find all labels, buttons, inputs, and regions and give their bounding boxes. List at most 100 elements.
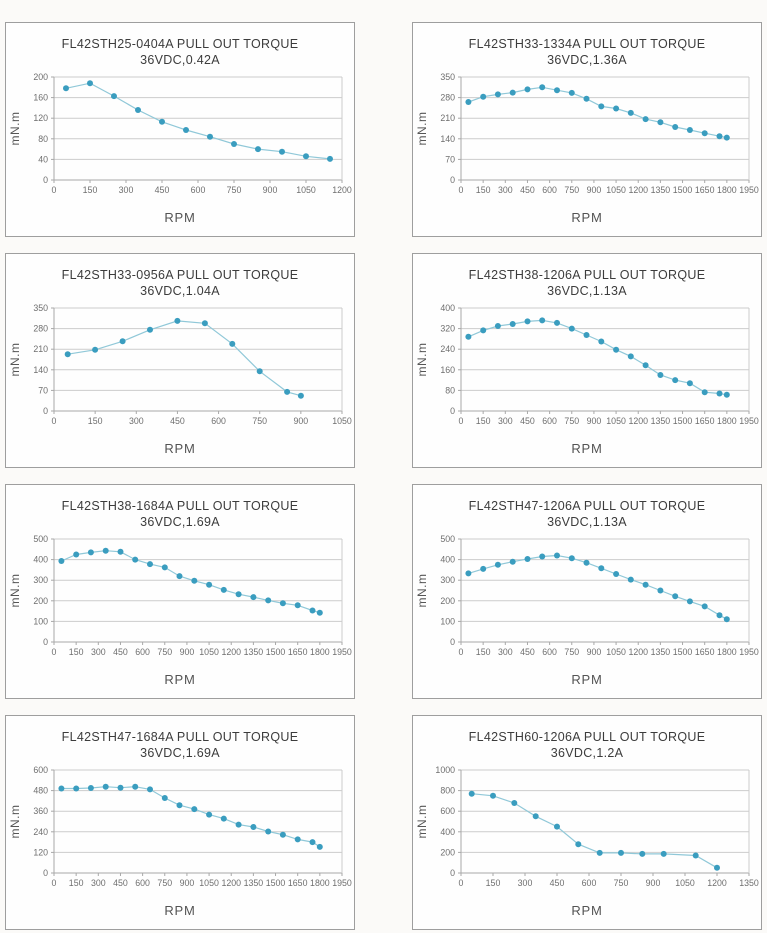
y-tick-label: 100 (440, 616, 455, 626)
x-tick-label: 900 (294, 416, 309, 426)
x-tick-label: 450 (113, 878, 128, 888)
data-point-marker (63, 85, 69, 92)
data-point-marker (613, 105, 620, 112)
chart-subtitle: 36VDC,1.2A (550, 746, 624, 760)
x-tick-label: 1050 (199, 647, 219, 657)
data-point-marker (231, 141, 237, 147)
data-point-marker (716, 133, 723, 140)
y-tick-label: 40 (38, 154, 48, 164)
chart-panel: FL42STH33-0956A PULL OUT TORQUE 36VDC,1.… (5, 253, 355, 468)
x-tick-label: 900 (180, 878, 195, 888)
y-tick-label: 120 (33, 113, 48, 123)
data-point-marker (642, 116, 649, 123)
data-point-marker (220, 586, 227, 593)
chart-subtitle: 36VDC,1.69A (140, 515, 220, 529)
data-point-marker (657, 119, 664, 126)
data-point-marker (235, 591, 242, 598)
x-tick-label: 450 (520, 647, 535, 657)
y-axis-label: mN.m (8, 343, 22, 377)
x-tick-label: 300 (498, 647, 513, 657)
x-tick-label: 1800 (310, 878, 330, 888)
x-tick-label: 750 (227, 185, 242, 195)
x-tick-label: 900 (646, 878, 661, 888)
data-point-marker (235, 821, 242, 828)
x-axis-label: RPM (164, 210, 196, 225)
x-axis-label: RPM (164, 903, 196, 918)
x-tick-label: 1650 (288, 647, 308, 657)
x-tick-label: 600 (135, 647, 150, 657)
data-point-marker (583, 95, 590, 102)
data-point-marker (102, 547, 109, 554)
data-point-marker (642, 581, 649, 588)
data-point-marker (686, 127, 693, 133)
data-point-marker (176, 802, 183, 809)
x-tick-label: 300 (498, 416, 513, 426)
chart-title-block: FL42STH38-1684A PULL OUT TORQUE 36VDC,1.… (6, 485, 354, 532)
chart-title: FL42STH47-1206A PULL OUT TORQUE (468, 499, 706, 513)
x-tick-label: 1200 (628, 416, 648, 426)
data-point-marker (279, 831, 286, 838)
data-point-marker (618, 849, 624, 856)
y-tick-label: 210 (440, 113, 455, 123)
data-point-marker (111, 93, 117, 100)
data-point-marker (701, 603, 708, 610)
x-tick-label: 1950 (739, 416, 759, 426)
data-point-marker (206, 811, 213, 818)
data-point-marker (494, 91, 501, 98)
torque-curve (67, 320, 302, 397)
x-tick-label: 0 (459, 878, 464, 888)
x-axis-label: RPM (571, 903, 603, 918)
chart-title-block: FL42STH33-1334A PULL OUT TORQUE 36VDC,1.… (413, 23, 761, 70)
chart-title: FL42STH60-1206A PULL OUT TORQUE (468, 730, 706, 744)
data-point-marker (294, 602, 301, 609)
data-point-marker (480, 93, 487, 100)
chart-title: FL42STH25-0404A PULL OUT TORQUE (61, 37, 299, 51)
chart-plot-area: 0 200 400 600 800 1000 0 150 300 450 600 750 900 1050… (413, 763, 761, 899)
data-point-marker (256, 368, 263, 375)
x-tick-label: 1200 (221, 878, 241, 888)
data-point-marker (672, 377, 679, 384)
y-tick-label: 300 (33, 575, 48, 585)
y-tick-label: 500 (440, 534, 455, 544)
y-tick-label: 200 (440, 847, 455, 857)
data-point-marker (672, 124, 679, 130)
data-point-marker (692, 852, 699, 859)
data-point-marker (568, 555, 575, 562)
data-point-marker (64, 351, 71, 358)
data-point-marker (613, 346, 620, 353)
data-point-marker (316, 609, 323, 616)
y-tick-label: 0 (450, 175, 455, 185)
data-point-marker (480, 565, 487, 572)
y-tick-label: 160 (440, 365, 455, 375)
x-tick-label: 450 (550, 878, 565, 888)
y-tick-label: 0 (450, 637, 455, 647)
x-tick-label: 1200 (707, 878, 727, 888)
y-tick-label: 280 (33, 324, 48, 334)
chart-subtitle: 36VDC,1.69A (140, 746, 220, 760)
data-point-marker (716, 390, 723, 397)
data-point-marker (73, 551, 80, 558)
x-tick-label: 1950 (739, 647, 759, 657)
y-tick-label: 200 (440, 596, 455, 606)
x-tick-label: 150 (69, 878, 84, 888)
x-tick-label: 1950 (332, 647, 352, 657)
x-tick-label: 0 (52, 878, 57, 888)
data-point-marker (174, 317, 181, 324)
data-point-marker (583, 559, 590, 566)
data-point-marker (554, 823, 560, 830)
x-axis-label: RPM (571, 672, 603, 687)
data-point-marker (316, 843, 323, 850)
chart-title-block: FL42STH38-1206A PULL OUT TORQUE 36VDC,1.… (413, 254, 761, 301)
x-axis-label: RPM (571, 441, 603, 456)
data-point-marker (714, 864, 720, 871)
x-tick-label: 1050 (199, 878, 219, 888)
torque-curve (468, 554, 728, 620)
chart-title: FL42STH33-1334A PULL OUT TORQUE (468, 37, 706, 51)
x-tick-label: 1800 (717, 647, 737, 657)
chart-panel: FL42STH47-1684A PULL OUT TORQUE 36VDC,1.… (5, 715, 355, 930)
x-tick-label: 750 (614, 878, 629, 888)
x-tick-label: 300 (498, 185, 513, 195)
data-point-marker (327, 155, 333, 162)
